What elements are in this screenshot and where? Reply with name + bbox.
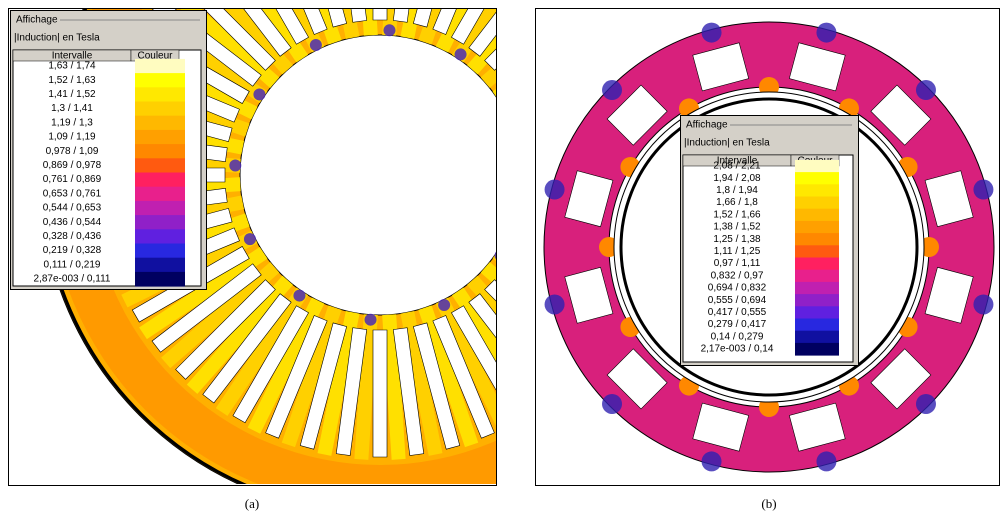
- flux-spot: [519, 178, 531, 190]
- interval-label: 2,17e-003 / 0,14: [701, 344, 774, 355]
- color-swatch: [135, 59, 185, 74]
- flux-spot: [916, 394, 936, 414]
- color-swatch: [795, 221, 839, 234]
- interval-label: 1,63 / 1,74: [48, 61, 96, 72]
- interval-label: 0,555 / 0,694: [708, 295, 767, 306]
- interval-label: 1,41 / 1,52: [48, 89, 96, 100]
- interval-label: 1,52 / 1,66: [713, 209, 761, 220]
- interval-label: 0,417 / 0,555: [708, 307, 767, 318]
- figure: (a) (b) Affichage|Induction| en TeslaInt…: [0, 0, 1007, 525]
- legend-quantity: |Induction| en Tesla: [14, 33, 100, 44]
- color-swatch: [135, 116, 185, 131]
- interval-label: 1,66 / 1,8: [716, 197, 758, 208]
- color-swatch: [135, 201, 185, 216]
- color-swatch: [795, 282, 839, 295]
- interval-label: 0,111 / 0,219: [44, 259, 101, 270]
- flux-spot: [229, 160, 241, 172]
- caption: (a): [245, 496, 259, 511]
- flux-spot: [545, 180, 565, 200]
- color-swatch: [795, 331, 839, 344]
- interval-label: 0,14 / 0,279: [711, 331, 764, 342]
- color-swatch: [795, 258, 839, 271]
- interval-label: 0,694 / 0,832: [708, 283, 767, 294]
- flux-spot: [293, 290, 305, 302]
- flux-spot: [702, 23, 722, 43]
- flux-spot: [310, 39, 322, 51]
- interval-label: 1,09 / 1,19: [48, 132, 96, 143]
- flux-spot: [973, 180, 993, 200]
- color-swatch: [135, 87, 185, 102]
- interval-label: 0,978 / 1,09: [46, 146, 99, 157]
- flux-spot: [702, 451, 722, 471]
- interval-label: 1,8 / 1,94: [716, 185, 758, 196]
- flux-spot: [973, 294, 993, 314]
- flux-spot: [455, 48, 467, 60]
- color-swatch: [135, 102, 185, 117]
- interval-label: 1,25 / 1,38: [713, 234, 761, 245]
- color-swatch: [795, 270, 839, 283]
- color-swatch: [135, 244, 185, 259]
- flux-spot: [816, 23, 836, 43]
- color-swatch: [795, 197, 839, 210]
- interval-label: 2,87e-003 / 0,111: [34, 274, 111, 285]
- interval-label: 0,653 / 0,761: [43, 188, 102, 199]
- flux-spot: [365, 314, 377, 326]
- color-swatch: [135, 229, 185, 244]
- interval-label: 0,544 / 0,653: [43, 203, 102, 214]
- interval-label: 1,52 / 1,63: [48, 75, 96, 86]
- interval-label: 1,11 / 1,25: [714, 246, 761, 257]
- legend-quantity: |Induction| en Tesla: [684, 138, 770, 149]
- flux-spot: [602, 394, 622, 414]
- legend: Affichage|Induction| en TeslaIntervalleC…: [681, 116, 859, 366]
- color-swatch: [135, 144, 185, 159]
- color-swatch: [795, 160, 839, 173]
- flux-spot: [253, 88, 265, 100]
- interval-label: 0,436 / 0,544: [43, 217, 102, 228]
- interval-label: 0,219 / 0,328: [43, 245, 102, 256]
- color-swatch: [795, 343, 839, 356]
- flux-spot: [244, 233, 256, 245]
- color-swatch: [135, 272, 185, 287]
- interval-label: 0,869 / 0,978: [43, 160, 102, 171]
- interval-label: 1,19 / 1,3: [51, 117, 93, 128]
- color-swatch: [135, 130, 185, 145]
- slot: [373, 0, 387, 20]
- color-swatch: [135, 187, 185, 202]
- interval-label: 2,08 / 2,21: [713, 161, 761, 172]
- flux-spot: [504, 105, 516, 117]
- interval-label: 1,3 / 1,41: [51, 103, 93, 114]
- color-swatch: [795, 294, 839, 307]
- flux-spot: [383, 24, 395, 36]
- interval-label: 0,832 / 0,97: [711, 270, 764, 281]
- flux-spot: [816, 451, 836, 471]
- slot: [373, 330, 387, 457]
- color-swatch: [795, 209, 839, 222]
- color-swatch: [135, 158, 185, 173]
- color-swatch: [135, 215, 185, 230]
- color-swatch: [135, 173, 185, 188]
- color-swatch: [135, 73, 185, 88]
- legend-title: Affichage: [16, 15, 58, 26]
- color-swatch: [795, 233, 839, 246]
- flux-spot: [602, 80, 622, 100]
- color-swatch: [795, 184, 839, 197]
- interval-label: 0,761 / 0,869: [43, 174, 102, 185]
- interval-label: 0,328 / 0,436: [43, 231, 102, 242]
- interval-label: 1,38 / 1,52: [713, 222, 761, 233]
- flux-spot: [916, 80, 936, 100]
- color-swatch: [795, 306, 839, 319]
- flux-spot: [438, 299, 450, 311]
- color-swatch: [795, 172, 839, 185]
- interval-label: 0,279 / 0,417: [708, 319, 767, 330]
- flux-spot: [545, 294, 565, 314]
- interval-label: 1,94 / 2,08: [713, 173, 761, 184]
- color-swatch: [795, 245, 839, 258]
- color-swatch: [795, 319, 839, 332]
- color-swatch: [135, 258, 185, 273]
- caption: (b): [761, 496, 776, 511]
- legend-title: Affichage: [686, 120, 728, 131]
- interval-label: 0,97 / 1,11: [714, 258, 761, 269]
